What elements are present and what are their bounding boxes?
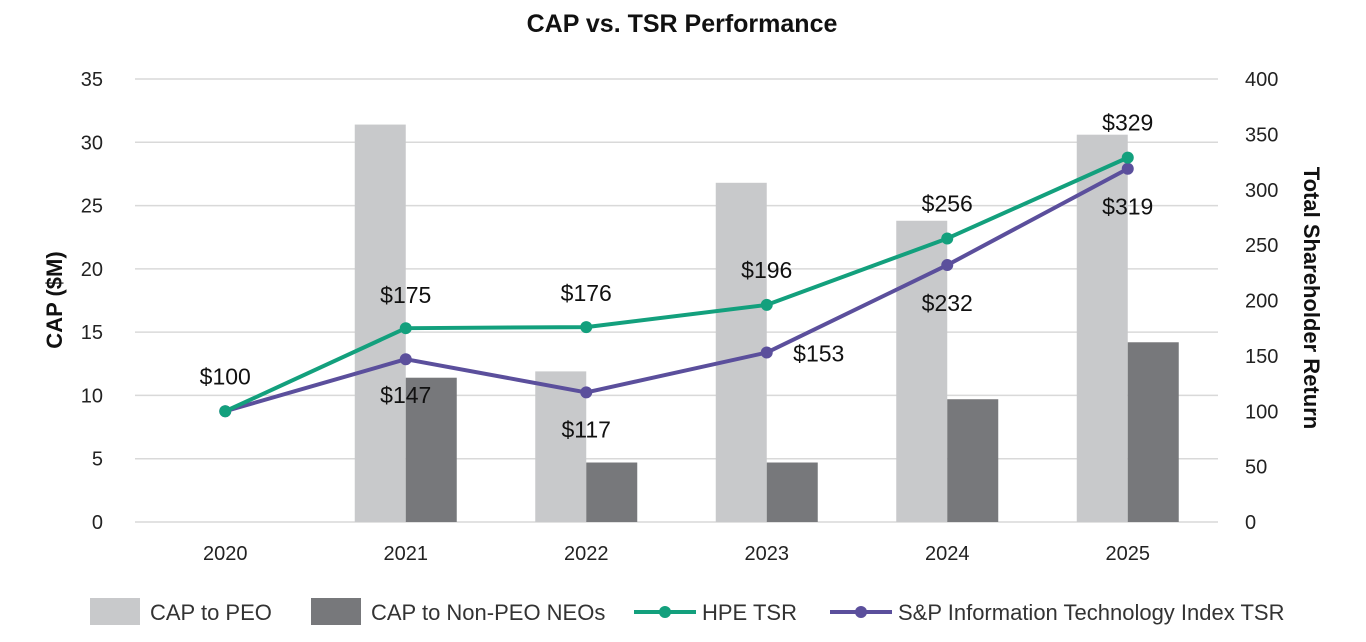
y-right-tick-label: 300 — [1245, 180, 1278, 202]
y-right-tick-label: 50 — [1245, 457, 1267, 479]
line-hpe-tsr — [224, 155, 1129, 414]
data-label-hpe-tsr: $196 — [741, 257, 792, 283]
bar-cap-non-peo — [1127, 342, 1179, 522]
data-labels: $100 $175 $176 $196 $256 $329 $147 $117 $153 $232… — [200, 110, 1154, 443]
point-hpe-tsr — [219, 405, 232, 418]
x-tick-label: 2024 — [925, 543, 970, 565]
line-sp-it-tsr — [224, 166, 1129, 414]
legend-label-hpe-tsr: HPE TSR — [702, 600, 797, 625]
legend-label-cap-non-peo: CAP to Non-PEO NEOs — [371, 600, 605, 625]
y-right-tick-label: 100 — [1245, 401, 1278, 423]
y-left-tick-label: 20 — [81, 259, 103, 281]
point-sp-it-tsr — [941, 259, 954, 272]
y-right-tick-label: 400 — [1245, 69, 1278, 91]
y-right-axis-title: Total Shareholder Return — [1299, 167, 1324, 429]
gridlines — [135, 78, 1218, 523]
y-left-axis-title: CAP ($M) — [42, 251, 67, 348]
point-hpe-tsr — [941, 232, 954, 245]
x-tick-label: 2025 — [1106, 543, 1151, 565]
legend: CAP to PEO CAP to Non-PEO NEOs HPE TSR S&P … — [90, 598, 1284, 625]
y-right-tick-label: 150 — [1245, 346, 1278, 368]
y-left-tick-label: 10 — [81, 385, 103, 407]
lines — [219, 151, 1134, 418]
point-sp-it-tsr — [1121, 162, 1134, 175]
data-label-hpe-tsr: $175 — [380, 282, 431, 308]
y-left-tick-label: 0 — [92, 512, 103, 534]
y-left-tick-label: 30 — [81, 132, 103, 154]
legend-swatch-cap-non-peo — [311, 598, 361, 625]
data-label-sp-it-tsr: $153 — [793, 341, 844, 367]
point-hpe-tsr — [580, 321, 593, 334]
y-left-tick-label: 25 — [81, 196, 103, 218]
data-label-hpe-tsr: $256 — [922, 190, 973, 216]
bar-cap-peo — [1076, 134, 1128, 523]
point-sp-it-tsr — [760, 346, 773, 359]
point-sp-it-tsr — [580, 386, 593, 399]
bar-cap-peo — [896, 220, 948, 522]
bar-cap-non-peo — [405, 377, 457, 522]
data-label-hpe-tsr: $100 — [200, 363, 251, 389]
bar-cap-peo — [535, 371, 587, 522]
legend-label-cap-peo: CAP to PEO — [150, 600, 272, 625]
legend-label-sp-it-tsr: S&P Information Technology Index TSR — [898, 600, 1284, 625]
y-left-tick-label: 5 — [92, 449, 103, 471]
point-hpe-tsr — [399, 322, 412, 335]
y-right-tick-label: 350 — [1245, 124, 1278, 146]
y-right-tick-label: 200 — [1245, 291, 1278, 313]
point-hpe-tsr — [760, 298, 773, 311]
legend-marker-sp-it-tsr — [855, 606, 867, 618]
x-tick-label: 2021 — [384, 543, 429, 565]
axes: 0510152025303505010015020025030035040020… — [81, 69, 1279, 565]
point-hpe-tsr — [1121, 151, 1134, 164]
data-label-sp-it-tsr: $147 — [380, 382, 431, 408]
y-right-tick-label: 250 — [1245, 235, 1278, 257]
y-left-tick-label: 35 — [81, 69, 103, 91]
data-label-hpe-tsr: $176 — [561, 280, 612, 306]
x-tick-label: 2023 — [745, 543, 790, 565]
x-tick-label: 2022 — [564, 543, 609, 565]
data-label-sp-it-tsr: $232 — [922, 290, 973, 316]
point-sp-it-tsr — [399, 353, 412, 366]
bar-cap-non-peo — [766, 462, 818, 522]
bar-cap-non-peo — [586, 462, 638, 522]
y-left-tick-label: 15 — [81, 322, 103, 344]
data-label-sp-it-tsr: $319 — [1102, 194, 1153, 220]
y-right-tick-label: 0 — [1245, 512, 1256, 534]
bars — [354, 124, 1179, 523]
bar-cap-peo — [354, 124, 406, 523]
bar-cap-non-peo — [947, 399, 999, 522]
legend-marker-hpe-tsr — [659, 606, 671, 618]
legend-swatch-cap-peo — [90, 598, 140, 625]
data-label-sp-it-tsr: $117 — [562, 416, 611, 442]
x-tick-label: 2020 — [203, 543, 248, 565]
chart-title: CAP vs. TSR Performance — [527, 10, 838, 38]
data-label-hpe-tsr: $329 — [1102, 110, 1153, 136]
